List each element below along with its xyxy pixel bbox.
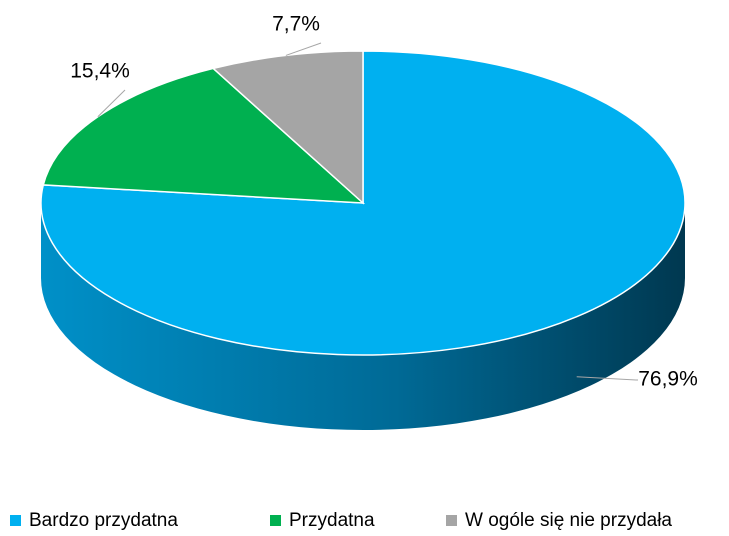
legend-label: W ogóle się nie przydała: [465, 510, 672, 531]
leader-line: [285, 42, 322, 56]
legend-swatch: [446, 515, 457, 526]
data-label: 15,4%: [70, 60, 130, 83]
legend-swatch: [270, 515, 281, 526]
leader-line: [97, 89, 126, 118]
data-label: 76,9%: [638, 368, 698, 391]
slice-side: [41, 203, 685, 430]
legend-swatch: [10, 515, 21, 526]
legend-label: Przydatna: [289, 510, 375, 531]
legend-label: Bardzo przydatna: [29, 510, 178, 531]
leader-line: [576, 376, 638, 381]
data-label: 7,7%: [272, 13, 320, 36]
